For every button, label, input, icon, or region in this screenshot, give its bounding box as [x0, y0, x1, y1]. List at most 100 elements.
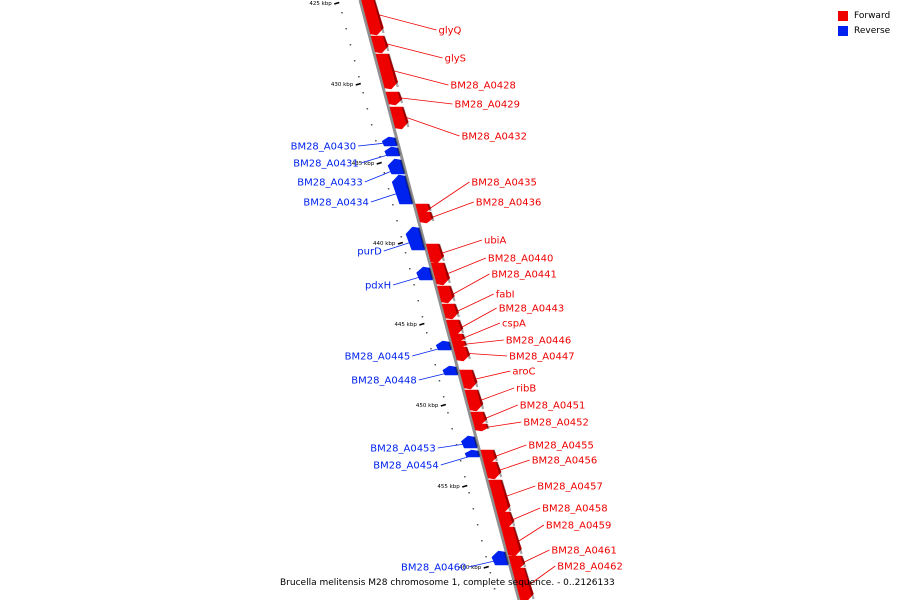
gene-bm28_a0461: BM28_A0461 [508, 546, 617, 570]
scale-dot [375, 140, 377, 142]
legend: Forward Reverse [838, 8, 890, 38]
gene-callout [457, 293, 494, 312]
gene-callout [466, 339, 504, 345]
gene-bm28_a0455: BM28_A0455 [480, 441, 594, 464]
gene-arrow [500, 526, 522, 557]
gene-bm28_a0445: BM28_A0445 [345, 340, 453, 363]
gene-bm28_a0435: BM28_A0435 [415, 178, 537, 214]
gene-shade [399, 159, 406, 174]
gene-shade [482, 411, 488, 424]
legend-forward-label: Forward [854, 10, 891, 21]
gene-label: BM28_A0455 [528, 441, 594, 452]
gene-label: glyS [445, 54, 466, 65]
gene-label: BM28_A0430 [291, 142, 357, 153]
gene-shade [387, 53, 399, 88]
scale-dot [345, 28, 347, 30]
gene-label: aroC [512, 367, 535, 378]
scale-dot [404, 252, 407, 254]
gene-label: BM28_A0435 [471, 178, 537, 189]
gene-fabi: fabI [441, 290, 515, 320]
gene-label: BM28_A0452 [523, 418, 589, 429]
scale-tick [334, 1, 340, 5]
scale-dot [409, 268, 411, 270]
gene-shade [485, 423, 490, 430]
gene-arrow [460, 435, 478, 449]
gene-shade [438, 243, 445, 262]
gene-label: pdxH [365, 281, 391, 292]
scale-dot [442, 396, 445, 398]
gene-bm28_a0431: BM28_A0431 [293, 146, 401, 170]
gene-callout [394, 70, 449, 86]
gene-bm28_a0443: BM28_A0443 [445, 304, 564, 336]
scale-dot [358, 76, 360, 78]
gene-bm28_a0462: BM28_A0462 [511, 562, 623, 600]
gene-callout [358, 141, 396, 147]
gene-pdxh: pdxH [365, 266, 434, 292]
scale-tick [376, 161, 382, 165]
gene-arrow [441, 303, 460, 320]
gene-bm28_a0460: BM28_A0460 [401, 550, 510, 574]
gene-shade [520, 555, 527, 568]
gene-arrow [511, 567, 534, 600]
gene-bm28_a0441: BM28_A0441 [436, 270, 557, 304]
gene-shade [373, 0, 385, 34]
scale-dot [417, 300, 419, 302]
gene-label: BM28_A0448 [351, 376, 417, 387]
scale-dot [481, 540, 483, 542]
gene-label: BM28_A0457 [537, 482, 603, 493]
gene-ribb: ribB [464, 384, 536, 412]
gene-arrow [384, 146, 401, 157]
gene-label: BM28_A0459 [546, 521, 612, 532]
gene-arrow [435, 340, 452, 351]
reverse-swatch [838, 25, 848, 36]
gene-callout [464, 322, 501, 338]
scale-dot [383, 172, 386, 174]
scale-tick-label: 440 kbp [373, 241, 396, 247]
gene-callout [468, 558, 506, 568]
gene-label: BM28_A0454 [373, 461, 439, 472]
gene-label: BM28_A0461 [551, 546, 617, 557]
gene-callout [370, 189, 409, 203]
gene-callout [392, 273, 431, 286]
gene-label: BM28_A0458 [542, 504, 608, 515]
gene-label: BM28_A0451 [520, 401, 586, 412]
gene-bm28_a0436: BM28_A0436 [417, 198, 542, 224]
gene-shade [454, 303, 460, 318]
gene-shade [396, 147, 401, 156]
gene-arrow [451, 340, 467, 349]
gene-callout [486, 404, 518, 419]
gene-shade [443, 262, 451, 284]
scale-dots [341, 12, 496, 590]
gene-arrow [442, 365, 459, 376]
scale-dot [349, 44, 352, 46]
gene-label: BM28_A0436 [476, 198, 542, 209]
scale-dot [353, 60, 356, 62]
gene-aroc: aroC [459, 367, 536, 390]
gene-label: BM28_A0431 [293, 159, 359, 170]
gene-label: BM28_A0434 [303, 198, 369, 209]
gene-bm28_a0429: BM28_A0429 [385, 91, 520, 111]
gene-bm28_a0453: BM28_A0453 [370, 435, 479, 455]
gene-bm28_a0459: BM28_A0459 [500, 521, 612, 557]
gene-label: BM28_A0428 [450, 81, 516, 92]
scale-tick [397, 241, 404, 245]
gene-arrow [391, 174, 413, 205]
gene-bm28_a0447: BM28_A0447 [453, 346, 575, 363]
gene-callout [488, 421, 522, 428]
gene-shade [513, 526, 523, 555]
gene-callout [513, 507, 541, 520]
gene-label: BM28_A0447 [509, 352, 575, 363]
gene-shade [495, 461, 503, 478]
scale-tick-label: 460 kbp [459, 565, 482, 571]
gene-label: BM28_A0456 [532, 456, 598, 467]
gene-shade [397, 91, 404, 104]
gene-shade [476, 389, 485, 410]
gene-callout [383, 238, 421, 252]
gene-label: purD [357, 247, 382, 258]
gene-arrow [387, 158, 405, 175]
gene-arrow [405, 226, 426, 251]
gene-callout [440, 453, 478, 466]
gene-bm28_a0440: BM28_A0440 [430, 254, 553, 286]
scale-dot [392, 204, 394, 206]
gene-callout [418, 370, 456, 381]
